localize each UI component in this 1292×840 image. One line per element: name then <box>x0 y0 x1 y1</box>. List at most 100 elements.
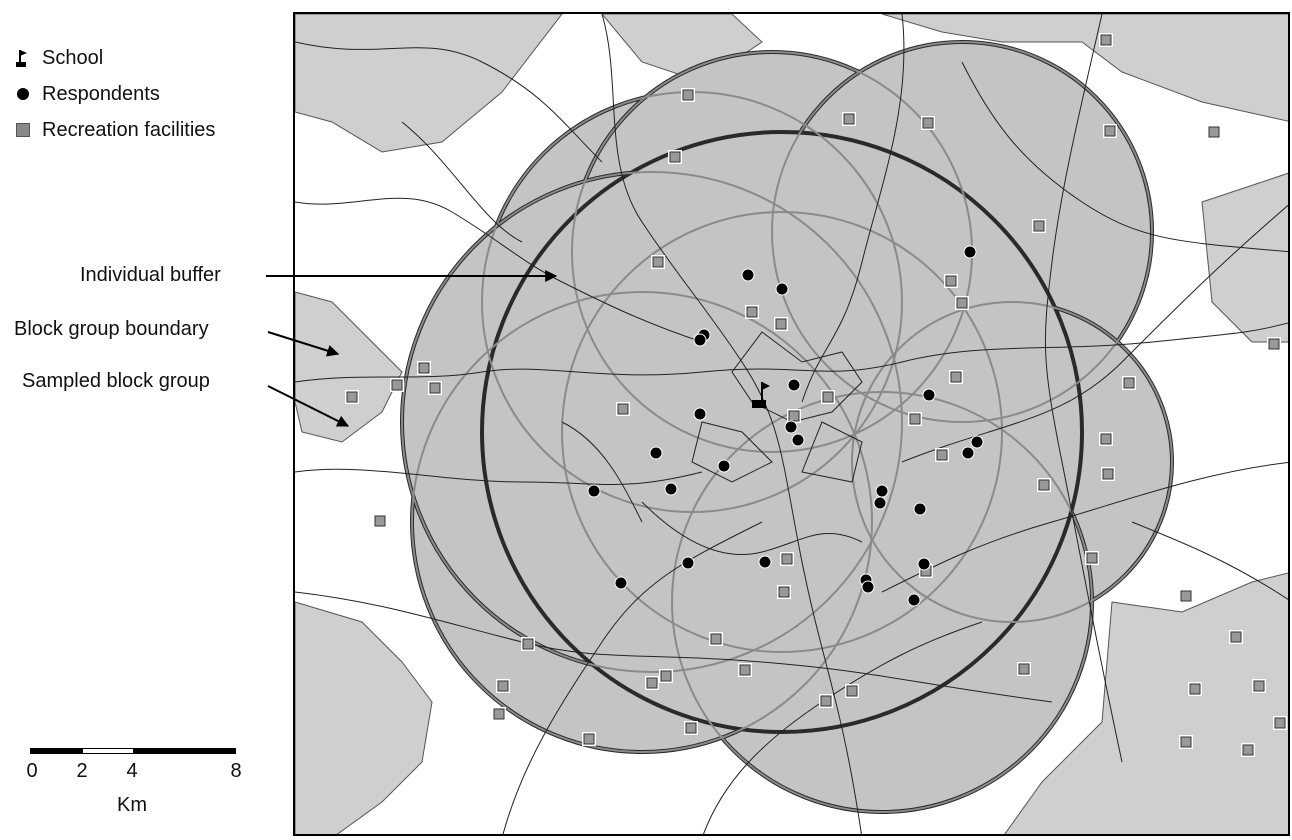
recreation-facility-marker <box>821 390 835 404</box>
recreation-facility-marker <box>645 676 659 690</box>
black-dot-icon <box>8 88 38 100</box>
recreation-facility-marker <box>709 632 723 646</box>
recreation-facility-marker <box>745 305 759 319</box>
recreation-facility-marker <box>1032 219 1046 233</box>
scale-segment <box>134 748 236 754</box>
legend-item-respondents: Respondents <box>8 76 215 112</box>
respondents <box>587 245 984 607</box>
recreation-facility-marker <box>373 514 387 528</box>
recreation-facility-marker <box>1207 125 1221 139</box>
gray-square-icon <box>8 123 38 137</box>
respondent-marker <box>775 282 789 296</box>
recreation-facility-marker <box>944 274 958 288</box>
recreation-facility-marker <box>1101 467 1115 481</box>
respondent-marker <box>922 388 936 402</box>
respondent-marker <box>693 407 707 421</box>
recreation-facility-marker <box>1188 682 1202 696</box>
map-frame <box>293 12 1290 836</box>
arrow-block-group-boundary <box>267 331 340 357</box>
recreation-facility-marker <box>1017 662 1031 676</box>
respondent-marker <box>861 580 875 594</box>
respondent-marker <box>649 446 663 460</box>
respondent-marker <box>784 420 798 434</box>
respondent-marker <box>614 576 628 590</box>
respondent-marker <box>917 557 931 571</box>
arrow-sampled-block-group <box>267 385 350 427</box>
respondent-marker <box>970 435 984 449</box>
recreation-facility-marker <box>1252 679 1266 693</box>
sampled-block-group-label: Sampled block group <box>22 370 210 392</box>
recreation-facility-marker <box>1099 33 1113 47</box>
scale-tick: 2 <box>76 760 88 782</box>
respondent-marker <box>787 378 801 392</box>
respondent-marker <box>717 459 731 473</box>
recreation-facility-marker <box>1103 124 1117 138</box>
recreation-facility-marker <box>582 732 596 746</box>
respondent-marker <box>693 333 707 347</box>
recreation-facility-marker <box>738 663 752 677</box>
recreation-facility-marker <box>819 694 833 708</box>
respondent-marker <box>963 245 977 259</box>
legend-item-recreation: Recreation facilities <box>8 112 215 148</box>
legend-item-school: School <box>8 40 215 76</box>
recreation-facility-marker <box>1179 735 1193 749</box>
school-flag-icon <box>8 48 38 68</box>
recreation-facility-marker <box>390 378 404 392</box>
respondent-marker <box>907 593 921 607</box>
school-marker <box>752 382 770 408</box>
recreation-facility-marker <box>616 402 630 416</box>
scale-segment <box>30 748 82 754</box>
recreation-facilities <box>345 33 1287 757</box>
recreation-facility-marker <box>921 116 935 130</box>
recreation-facility-marker <box>684 721 698 735</box>
recreation-facility-marker <box>651 255 665 269</box>
respondent-marker <box>758 555 772 569</box>
recreation-facility-marker <box>774 317 788 331</box>
block-group-boundary-label: Block group boundary <box>14 318 209 340</box>
recreation-facility-marker <box>949 370 963 384</box>
recreation-facility-marker <box>845 684 859 698</box>
recreation-facility-marker <box>668 150 682 164</box>
legend-label: School <box>42 46 104 69</box>
area-bottom-right <box>1004 572 1288 834</box>
recreation-facility-marker <box>1267 337 1281 351</box>
gray-areas <box>295 14 1288 834</box>
legend-label: Respondents <box>42 82 160 105</box>
scale-unit: Km <box>117 794 147 816</box>
recreation-facility-marker <box>521 637 535 651</box>
map-canvas <box>295 14 1288 834</box>
recreation-facility-marker <box>780 552 794 566</box>
area-top-right <box>881 14 1288 122</box>
recreation-facility-marker <box>1229 630 1243 644</box>
recreation-facility-marker <box>496 679 510 693</box>
respondent-marker <box>961 446 975 460</box>
recreation-facility-marker <box>681 88 695 102</box>
individual-buffers <box>401 41 1173 813</box>
block-group-boundaries <box>295 14 1288 834</box>
respondent-marker <box>913 502 927 516</box>
recreation-facility-marker <box>1273 716 1287 730</box>
respondent-marker <box>681 556 695 570</box>
recreation-facility-marker <box>1099 432 1113 446</box>
recreation-facility-marker <box>659 669 673 683</box>
scale-tick: 4 <box>126 760 138 782</box>
scale-tick: 0 <box>26 760 38 782</box>
recreation-facility-marker <box>345 390 359 404</box>
scale-bar: 0 2 4 8 Km <box>20 744 260 824</box>
map-legend: School Respondents Recreation facilities <box>8 40 215 148</box>
area-top-left <box>295 14 563 153</box>
recreation-facility-marker <box>935 448 949 462</box>
recreation-facility-marker <box>428 381 442 395</box>
area-left-middle <box>295 291 403 443</box>
legend-label: Recreation facilities <box>42 118 216 141</box>
individual-buffer-label: Individual buffer <box>80 264 221 286</box>
respondent-marker <box>741 268 755 282</box>
recreation-facility-marker <box>908 412 922 426</box>
recreation-facility-marker <box>787 409 801 423</box>
area-right-middle <box>1201 172 1288 343</box>
area-bottom-left <box>295 601 433 834</box>
recreation-facility-marker <box>1241 743 1255 757</box>
scale-tick: 8 <box>230 760 242 782</box>
recreation-facility-marker <box>417 361 431 375</box>
scale-segment <box>82 748 134 754</box>
